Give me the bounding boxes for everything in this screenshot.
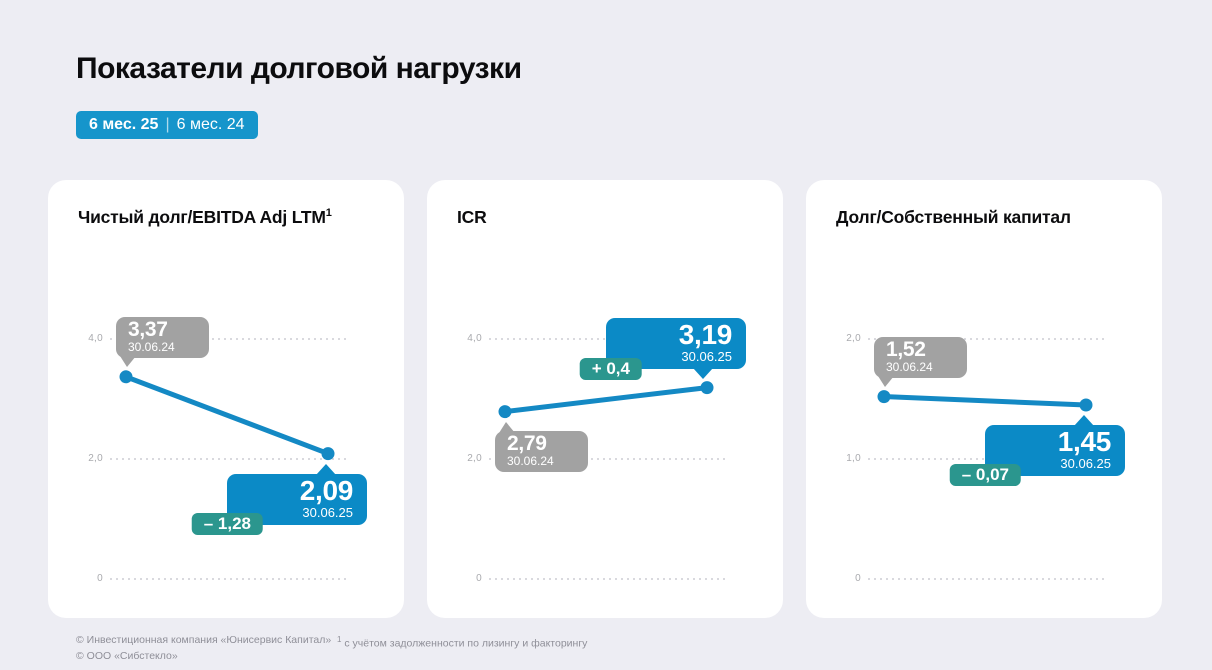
current-value-tooltip: 2,09 30.06.25 — [227, 463, 367, 525]
current-value: 1,45 — [1057, 426, 1112, 457]
delta-badge: – 1,28 — [191, 512, 263, 535]
card-title-text: ICR — [457, 207, 487, 227]
trend-line — [502, 385, 710, 415]
y-gridline — [868, 338, 1108, 340]
data-point — [700, 381, 714, 395]
prev-value: 3,37 — [128, 317, 168, 341]
y-gridline — [489, 578, 729, 580]
period-previous: 6 мес. 24 — [176, 116, 245, 133]
metric-cards-row: Чистый долг/EBITDA Adj LTM1 4,0 2,0 0 3,37 3… — [48, 180, 1162, 618]
y-gridline — [489, 458, 729, 460]
line-chart: 4,0 2,0 0 3,37 30.06.24 2,09 30.06.25– 1,28 — [48, 180, 404, 618]
trend-line — [123, 374, 331, 457]
footer-copyright: © Инвестиционная компания «Юнисервис Кап… — [76, 632, 331, 664]
y-tick-label: 0 — [855, 573, 861, 584]
period-separator: | — [165, 116, 170, 133]
data-point — [498, 405, 512, 419]
metric-card: ICR 4,0 2,0 0 2,79 30.06.24 3,19 30.06.25 + 0,4 — [427, 180, 783, 618]
card-title-text: Чистый долг/EBITDA Adj LTM — [78, 207, 326, 227]
trend-line-svg — [498, 381, 714, 419]
y-tick-label: 2,0 — [88, 453, 103, 464]
line-chart: 4,0 2,0 0 2,79 30.06.24 3,19 30.06.25 + 0,4 — [427, 180, 783, 618]
trend-line-svg — [119, 370, 335, 461]
y-tick-label: 2,0 — [846, 333, 861, 344]
current-date: 30.06.25 — [302, 504, 353, 520]
page-title: Показатели долговой нагрузки — [76, 52, 522, 85]
footnote-superscript: 1 — [337, 635, 342, 644]
tooltip-pointer — [878, 375, 894, 387]
prev-date: 30.06.24 — [507, 453, 554, 468]
period-badge: 6 мес. 25 | 6 мес. 24 — [76, 111, 258, 139]
data-point — [1079, 398, 1093, 412]
footer-footnote: 1 с учётом задолженности по лизингу и фа… — [337, 632, 587, 652]
y-tick-label: 4,0 — [88, 333, 103, 344]
current-date: 30.06.25 — [1060, 456, 1111, 471]
data-point — [321, 447, 335, 461]
tooltip-pointer — [120, 355, 136, 367]
prev-date: 30.06.24 — [128, 339, 175, 354]
prev-value: 2,79 — [507, 431, 547, 455]
current-date: 30.06.25 — [681, 348, 732, 364]
delta-badge: + 0,4 — [579, 357, 642, 380]
card-title: Чистый долг/EBITDA Adj LTM1 — [78, 207, 332, 228]
card-title-footnote-mark: 1 — [325, 207, 332, 220]
footer-copyright-line2: © ООО «Сибстекло» — [76, 650, 178, 662]
prev-date: 30.06.24 — [886, 359, 933, 374]
card-title-text: Долг/Собственный капитал — [836, 207, 1071, 227]
current-value: 3,19 — [678, 318, 733, 350]
y-gridline — [110, 578, 350, 580]
tooltip-pointer — [1074, 415, 1094, 426]
card-title: Долг/Собственный капитал — [836, 207, 1071, 228]
y-gridline — [868, 578, 1108, 580]
prev-value: 1,52 — [886, 337, 926, 361]
footnote-text: с учётом задолженности по лизингу и факт… — [341, 637, 588, 650]
prev-value-tooltip: 3,37 30.06.24 — [116, 316, 209, 367]
y-gridline — [110, 338, 350, 340]
y-tick-label: 0 — [97, 573, 103, 584]
trend-line — [881, 394, 1089, 408]
y-tick-label: 0 — [476, 573, 482, 584]
trend-line-svg — [877, 390, 1093, 412]
line-chart: 2,0 1,0 0 1,52 30.06.24 1,45 30.06.25 – 0,07 — [806, 180, 1162, 618]
period-current: 6 мес. 25 — [89, 116, 159, 133]
card-title: ICR — [457, 207, 487, 228]
delta-badge: – 0,07 — [949, 464, 1021, 486]
data-point — [877, 390, 891, 404]
metric-card: Долг/Собственный капитал 2,0 1,0 0 1,52 30.0… — [806, 180, 1162, 618]
y-tick-label: 4,0 — [467, 333, 482, 344]
tooltip-pointer — [499, 421, 515, 433]
prev-value-tooltip: 2,79 30.06.24 — [495, 421, 588, 472]
y-tick-label: 2,0 — [467, 453, 482, 464]
tooltip-pointer — [316, 463, 336, 475]
footer-copyright-line1: © Инвестиционная компания «Юнисервис Кап… — [76, 634, 332, 646]
prev-value-tooltip: 1,52 30.06.24 — [874, 336, 967, 387]
y-tick-label: 1,0 — [846, 453, 861, 464]
data-point — [119, 370, 133, 384]
y-gridline — [110, 458, 350, 460]
tooltip-pointer — [693, 367, 713, 379]
current-value: 2,09 — [299, 474, 354, 506]
metric-card: Чистый долг/EBITDA Adj LTM1 4,0 2,0 0 3,37 3… — [48, 180, 404, 618]
